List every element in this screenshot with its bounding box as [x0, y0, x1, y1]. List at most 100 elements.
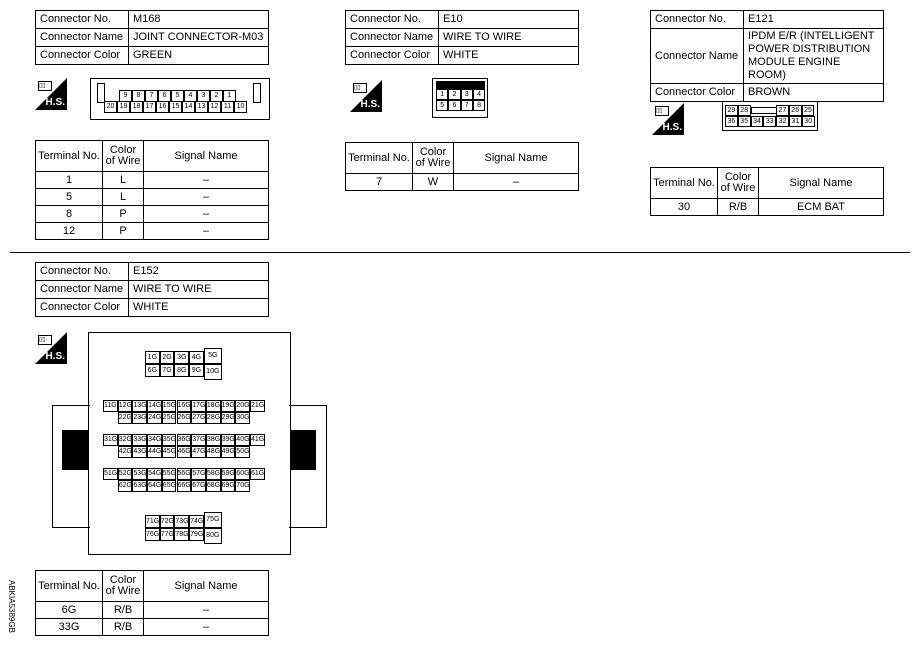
terminal-cell: 67G	[191, 480, 206, 492]
terminal-cell: 27	[776, 105, 789, 116]
signal-name: –	[143, 171, 269, 189]
terminal-cell: 80G	[203, 528, 222, 544]
terminal-cell: 39G	[220, 434, 236, 446]
connector-name-label: Connector Name	[35, 280, 129, 299]
terminal-cell: 25	[801, 105, 815, 116]
connector-no-label: Connector No.	[650, 10, 744, 29]
connector-name-label: Connector Name	[650, 28, 744, 84]
terminal-cell: 33	[763, 116, 777, 127]
figure-code: ABKIA5389GB	[7, 580, 16, 633]
latch	[253, 83, 261, 103]
connector-no-label: Connector No.	[35, 262, 129, 281]
connector-housing	[432, 78, 488, 118]
wire-color: W	[412, 173, 454, 191]
harness-side-icon: ▯▯ H.S.	[35, 332, 67, 364]
signal-name: –	[143, 222, 269, 240]
terminal-cell: 15	[169, 101, 182, 113]
terminal-cell: 34G	[147, 434, 162, 446]
terminal-cell: 76G	[145, 528, 160, 541]
wire-color: P	[102, 222, 144, 240]
terminal-cell: 65G	[161, 480, 177, 492]
connector-color-label: Connector Color	[35, 46, 129, 65]
table-row: 7 W –	[345, 173, 579, 191]
terminal-cell: 10G	[203, 364, 222, 380]
terminal-cell: 31G	[103, 434, 118, 446]
connector-lock	[62, 430, 89, 470]
signal-name-header: Signal Name	[758, 167, 884, 199]
terminal-table: Terminal No. Color of Wire Signal Name 1 L –5…	[35, 140, 269, 240]
terminal-cell: 52G	[117, 468, 133, 480]
terminal-table: Terminal No. Color of Wire Signal Name 30 R/…	[650, 167, 884, 216]
terminal-cell: 19G	[220, 400, 236, 412]
connector-no-value: E10	[438, 10, 579, 29]
terminal-cell: 13	[195, 101, 208, 113]
terminal-table: Terminal No. Color of Wire Signal Name 6G R/…	[35, 570, 269, 636]
terminal-cell: 41G	[250, 434, 265, 446]
connector-color-value: WHITE	[128, 298, 269, 317]
terminal-cell: 30G	[235, 412, 250, 424]
harness-side-icon: ▯▯ H.S.	[35, 78, 67, 110]
terminal-no: 12	[35, 222, 103, 240]
connector-info-table: Connector No. E121 Connector Name IPDM E/R …	[650, 10, 884, 102]
connector-color-value: WHITE	[438, 46, 579, 65]
terminal-no: 30	[650, 198, 718, 216]
terminal-table: Terminal No. Color of Wire Signal Name 7 W –	[345, 142, 579, 191]
table-row: 12 P –	[35, 222, 269, 240]
wire-color: L	[102, 171, 144, 189]
harness-side-icon: ▯▯ H.S.	[652, 103, 684, 135]
terminal-cell: 22G	[117, 412, 133, 424]
terminal-cell: 24G	[147, 412, 162, 424]
terminal-cell: 55G	[161, 468, 177, 480]
terminal-cell: 11G	[103, 400, 118, 412]
terminal-cell: 50G	[235, 446, 250, 458]
terminal-cell: 23G	[132, 412, 148, 424]
connector-key	[436, 81, 485, 89]
terminal-cell: 4G	[189, 351, 204, 364]
connector-lock	[291, 430, 316, 470]
terminal-cell: 15G	[161, 400, 177, 412]
terminal-cell: 2G	[159, 351, 175, 364]
terminal-cell: 17G	[191, 400, 206, 412]
table-row: 8 P –	[35, 205, 269, 223]
terminal-cell: 70G	[235, 480, 250, 492]
terminal-cell: 38G	[205, 434, 221, 446]
terminal-cell: 20G	[235, 400, 250, 412]
wire-color: R/B	[102, 618, 144, 636]
connector-name-value: JOINT CONNECTOR-M03	[128, 28, 269, 47]
signal-name-header: Signal Name	[143, 140, 269, 172]
terminal-cell: 12	[208, 101, 221, 113]
terminal-cell: 5G	[203, 348, 222, 364]
terminal-cell: 5	[436, 100, 449, 111]
signal-name: –	[453, 173, 579, 191]
terminal-cell: 53G	[132, 468, 148, 480]
table-row: 33G R/B –	[35, 618, 269, 636]
terminal-cell: 54G	[147, 468, 162, 480]
connector-housing	[90, 78, 270, 120]
terminal-cell: 7	[460, 100, 473, 111]
terminal-cell: 19	[117, 101, 130, 113]
signal-name: ECM BAT	[758, 198, 884, 216]
terminal-cell: 62G	[117, 480, 133, 492]
terminal-no: 8	[35, 205, 103, 223]
terminal-no: 7	[345, 173, 413, 191]
terminal-cell: 2	[448, 89, 461, 100]
terminal-cell: 21G	[250, 400, 265, 412]
terminal-no: 6G	[35, 601, 103, 619]
connector-name-label: Connector Name	[345, 28, 439, 47]
terminal-cell: 8G	[174, 364, 190, 377]
terminal-cell: 26G	[176, 412, 192, 424]
terminal-cell: 46G	[176, 446, 192, 458]
terminal-cell: 30	[801, 116, 815, 127]
terminal-cell: 6G	[145, 364, 160, 377]
terminal-no-header: Terminal No.	[345, 142, 413, 174]
terminal-cell: 28G	[205, 412, 221, 424]
terminal-cell: 13G	[132, 400, 148, 412]
terminal-cell: 58G	[205, 468, 221, 480]
terminal-no-header: Terminal No.	[35, 570, 103, 602]
terminal-cell: 32	[776, 116, 789, 127]
connector-color-label: Connector Color	[650, 83, 744, 102]
terminal-cell: 57G	[191, 468, 206, 480]
terminal-cell: 7G	[159, 364, 175, 377]
terminal-cell: 4	[472, 89, 486, 100]
terminal-cell: 7	[145, 90, 158, 102]
